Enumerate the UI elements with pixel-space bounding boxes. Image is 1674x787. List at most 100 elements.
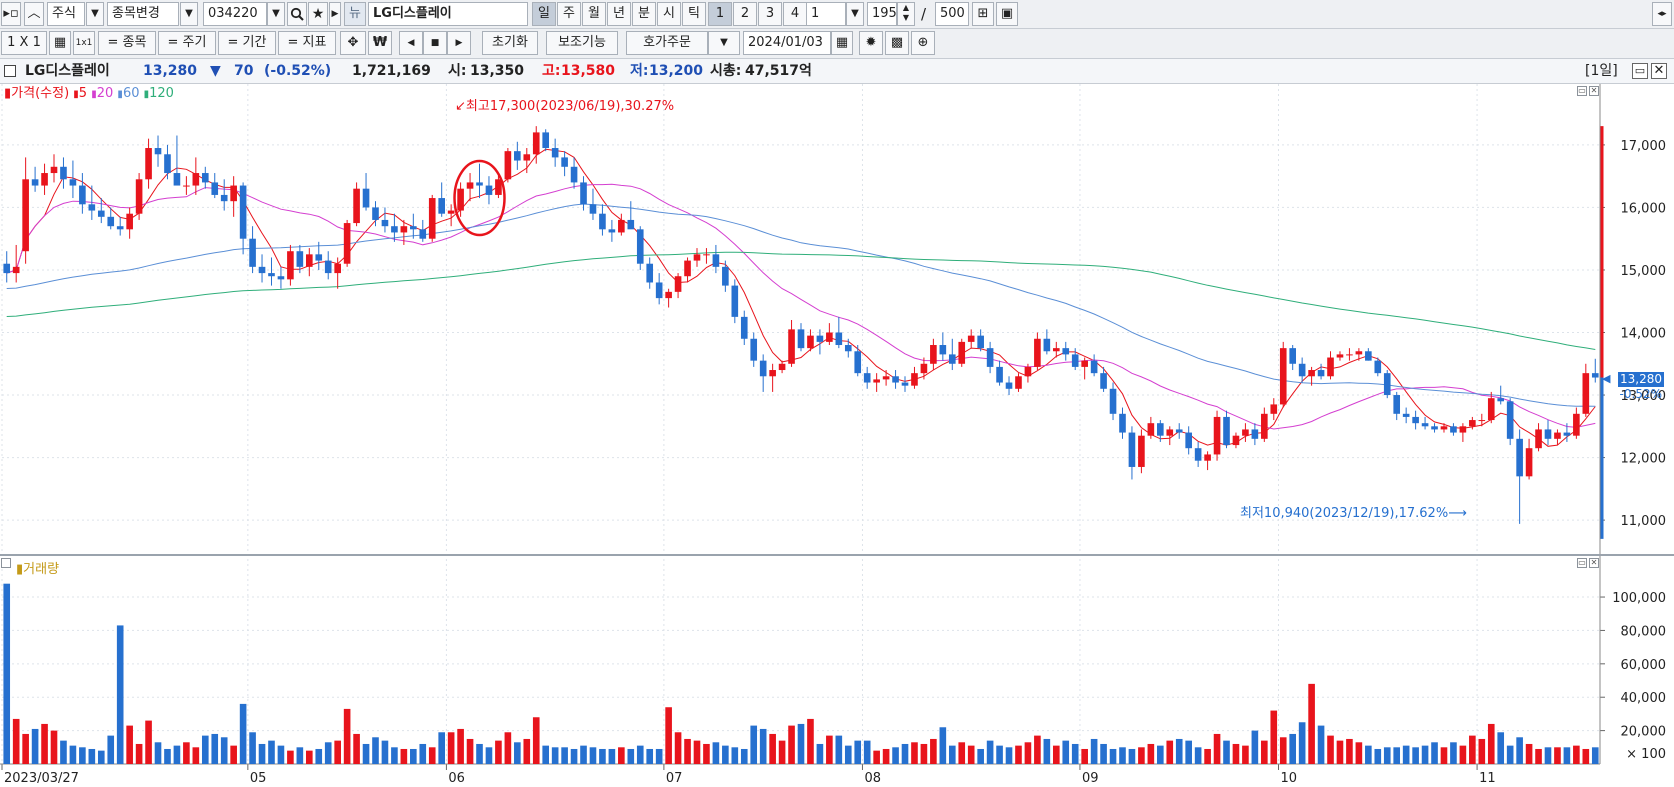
date-input[interactable]: 2024/01/03 [743, 31, 831, 55]
candle-body [807, 335, 814, 349]
tab-interval-2[interactable]: 3 [758, 2, 782, 26]
volume-bar [561, 747, 568, 764]
move-icon[interactable]: ✥ [340, 31, 366, 55]
panel-maximize-icon[interactable]: ▭ [1577, 558, 1587, 568]
interval-input[interactable]: 1 [806, 2, 846, 26]
gear-icon[interactable]: ✹ [859, 31, 883, 55]
panel-divider[interactable] [0, 554, 1674, 556]
total-count-input[interactable]: 500 [935, 2, 969, 26]
candle-body [693, 254, 701, 261]
volume-bar [1374, 748, 1382, 764]
window-menu-icon[interactable]: ▸▫ [1, 2, 21, 26]
calendar-icon[interactable]: ▦ [831, 31, 853, 55]
candle-body [570, 166, 578, 183]
chevron-down-icon[interactable]: ▼ [267, 2, 285, 26]
visible-count-input[interactable]: 195 [867, 2, 897, 26]
volume-bar [1478, 738, 1486, 764]
candle-body [1582, 373, 1590, 414]
candle-body [901, 382, 909, 386]
tab-interval-0[interactable]: 1 [708, 2, 732, 26]
tab-interval-3[interactable]: 4 [783, 2, 807, 26]
volume-bar [1393, 747, 1401, 764]
volume-bar [532, 717, 540, 764]
candle-body [334, 263, 341, 274]
candle-body [60, 166, 67, 180]
tab-period-0[interactable]: 일 [532, 2, 556, 26]
volume-bar [769, 733, 776, 764]
candle-body [882, 376, 890, 380]
volume-bar [684, 738, 691, 764]
caret-left-icon[interactable]: ◀ [399, 31, 423, 55]
news-button[interactable]: 뉴 [344, 2, 366, 26]
zoom-icon[interactable]: ⊕ [911, 31, 935, 55]
search-icon[interactable] [287, 2, 307, 26]
stop-icon[interactable]: ■ [423, 31, 447, 55]
layout-button[interactable]: 1 X 1 [1, 31, 47, 55]
candle-body [1279, 348, 1287, 405]
tab-period-4[interactable]: 분 [632, 2, 656, 26]
volume-bar [1525, 743, 1533, 764]
tool-button-1[interactable]: = 주기 [158, 31, 216, 55]
select-checkbox[interactable] [4, 65, 16, 77]
candle-body [684, 260, 691, 277]
info-cap: 47,517억 [745, 63, 812, 79]
single-layout-icon[interactable]: 1x1 [73, 31, 95, 55]
grid-icon[interactable]: ▦ [49, 31, 71, 55]
chevron-down-icon[interactable]: ▼ [708, 31, 740, 55]
market-select[interactable]: 주식 [47, 2, 85, 26]
tool-button-0[interactable]: = 종목 [98, 31, 156, 55]
volume-bar [703, 743, 710, 764]
candle-body [1469, 420, 1476, 427]
chevron-down-icon[interactable]: ▼ [846, 2, 864, 26]
volume-bar [249, 732, 256, 764]
caret-right-icon[interactable]: ▶ [329, 2, 341, 26]
panel-close-icon[interactable]: ✕ [1589, 558, 1599, 568]
candle-body [892, 376, 899, 383]
close-icon[interactable]: ✕ [1651, 63, 1667, 79]
chevron-up-icon[interactable]: ︿ [24, 2, 44, 26]
volume-bar [665, 707, 672, 764]
chart-settings-icon[interactable]: ▩ [885, 31, 909, 55]
maximize-icon[interactable]: ▭ [1632, 63, 1648, 79]
panel-maximize-icon[interactable]: ▭ [1577, 86, 1587, 96]
stock-name-field[interactable]: LG디스플레이 [368, 2, 528, 26]
change-stock-select[interactable]: 종목변경 [107, 2, 179, 26]
volume-bar [636, 745, 644, 764]
collapse-panel-icon[interactable]: ◂▸ [1652, 2, 1672, 26]
auxiliary-button[interactable]: 보조기능 [546, 31, 618, 55]
tab-interval-1[interactable]: 2 [733, 2, 757, 26]
volume-bar [1071, 743, 1079, 764]
tab-period-1[interactable]: 주 [557, 2, 581, 26]
caret-right-icon[interactable]: ▶ [447, 31, 471, 55]
stock-code-input[interactable]: 034220 [203, 2, 267, 26]
volume-bar [116, 625, 124, 764]
tab-period-5[interactable]: 시 [657, 2, 681, 26]
candle-body [1005, 382, 1013, 389]
tab-period-6[interactable]: 틱 [682, 2, 706, 26]
volume-bar [551, 747, 559, 764]
panel-close-icon[interactable]: ✕ [1589, 86, 1599, 96]
candle-body [1487, 398, 1495, 421]
stepper-icon[interactable]: ▲ ▼ [897, 2, 915, 26]
volume-panel-icon[interactable] [1, 558, 11, 568]
add-window-icon[interactable]: ⊞ [972, 2, 994, 26]
chevron-down-icon[interactable]: ▼ [180, 2, 198, 26]
tab-period-2[interactable]: 월 [582, 2, 606, 26]
tool-button-2[interactable]: = 기간 [218, 31, 276, 55]
volume-bar [353, 733, 360, 764]
volume-bar [873, 750, 880, 764]
volume-tick-label: 40,000 [1621, 691, 1667, 706]
tool-button-3[interactable]: = 지표 [278, 31, 336, 55]
won-button[interactable]: ₩ [368, 31, 392, 55]
chevron-down-icon[interactable]: ▼ [86, 2, 104, 26]
tab-period-3[interactable]: 년 [607, 2, 631, 26]
candle-body [1412, 416, 1419, 424]
candle-body [750, 338, 758, 361]
chart-area[interactable]: 11,000 12,000 13,000 14,000 15,000 16,000 17,0… [0, 84, 1674, 787]
star-icon[interactable]: ★ [308, 2, 328, 26]
reset-button[interactable]: 초기화 [482, 31, 538, 55]
save-icon[interactable]: ▣ [996, 2, 1018, 26]
volume-bar [41, 723, 48, 764]
candle-body [79, 185, 86, 205]
order-button[interactable]: 호가주문 [626, 31, 708, 55]
